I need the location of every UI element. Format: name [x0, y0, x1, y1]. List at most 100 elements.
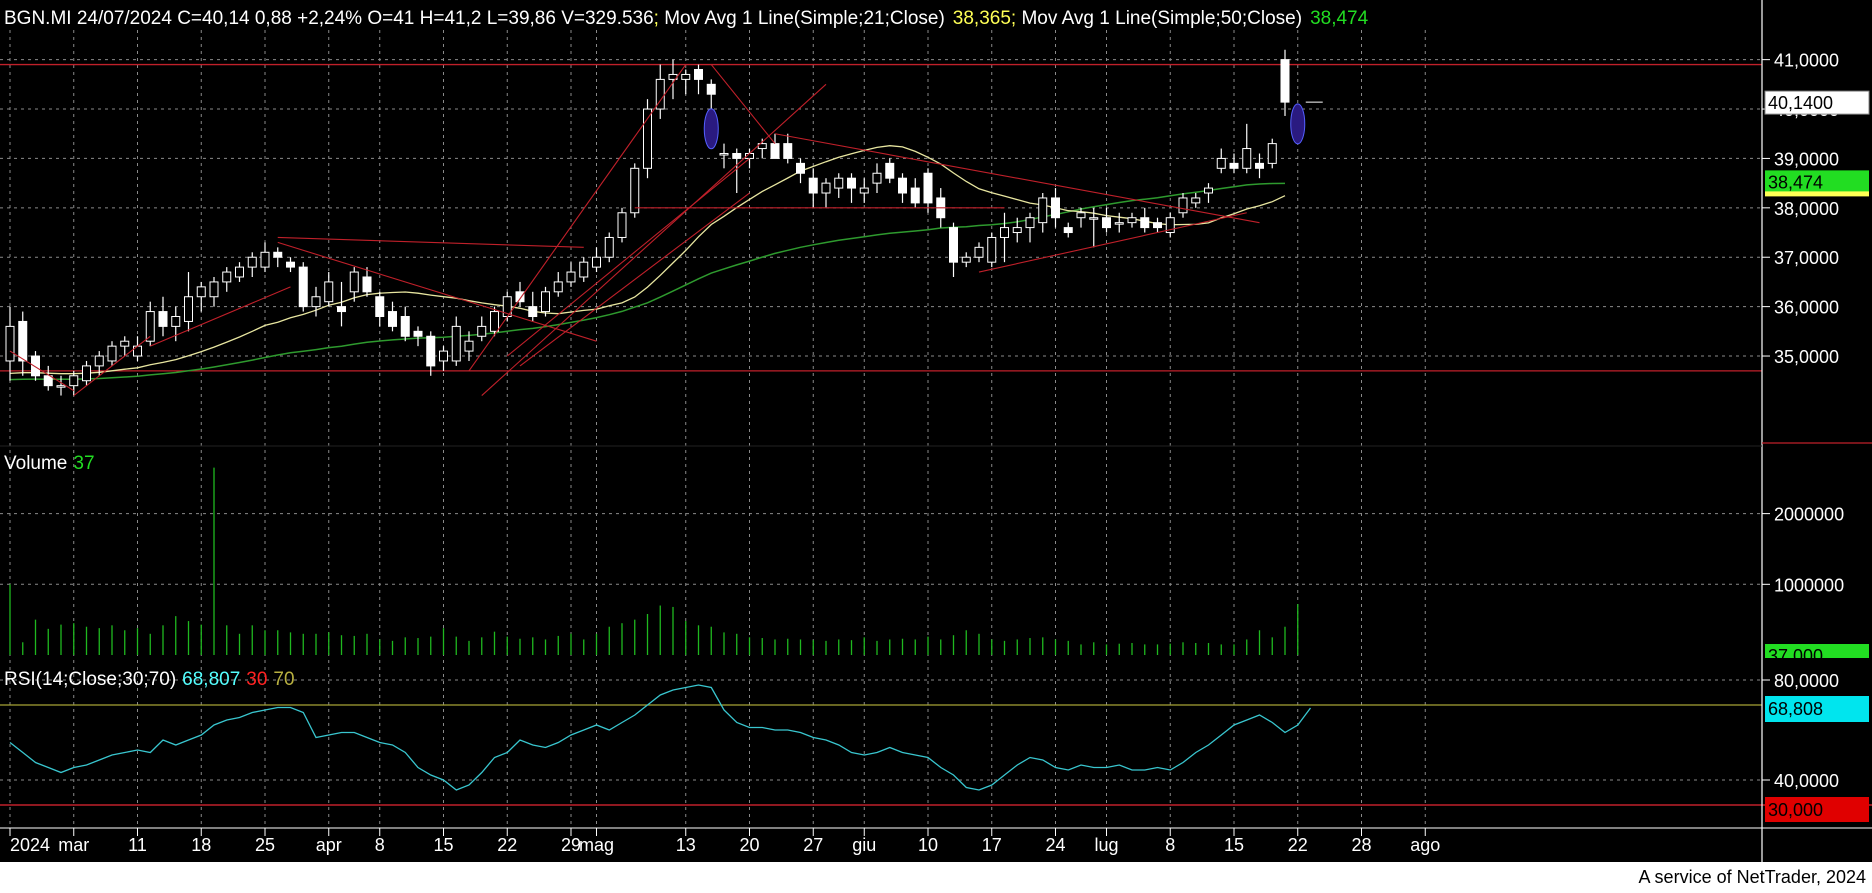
trend-line: [519, 192, 750, 367]
candle-body: [898, 177, 907, 194]
rsi-legend-low: 30: [246, 669, 267, 690]
y-tick-label: 38,0000: [1774, 199, 1839, 219]
candle-body: [834, 177, 844, 189]
candle-body: [949, 227, 958, 263]
candle-body: [337, 306, 346, 313]
header-separator: ;: [654, 8, 659, 29]
candle-body: [1178, 197, 1188, 214]
candle-body: [260, 251, 270, 268]
candle-body: [426, 335, 436, 367]
candle-body: [107, 345, 117, 362]
rsi-tag-label: 68,808: [1768, 699, 1823, 719]
header-separator: ;: [1011, 8, 1016, 29]
ma50-legend-label: Mov Avg 1 Line(Simple;50;Close): [1016, 8, 1302, 29]
trend-line: [9, 350, 75, 392]
x-tick-label: mag: [579, 835, 614, 855]
candle-body: [1216, 157, 1226, 169]
rsi-legend-high: 70: [273, 669, 294, 690]
x-tick-label: 24: [1045, 835, 1065, 855]
candle-body: [1000, 227, 1009, 238]
candle-body: [464, 340, 474, 352]
trend-line: [710, 64, 776, 144]
rsi-legend-label: RSI(14;Close;30;70): [4, 669, 176, 690]
volume-header: Volume 37: [4, 453, 95, 474]
rsi-legend-value: 68,807: [182, 669, 240, 690]
candle-body: [1076, 212, 1086, 219]
candle-body: [388, 311, 397, 327]
candle-body: [617, 212, 627, 238]
candle-body: [413, 330, 423, 337]
candle-body: [808, 177, 818, 194]
candle-body: [719, 152, 729, 156]
signal-marker: [703, 108, 719, 150]
candle-body: [439, 350, 448, 362]
x-tick-label: 22: [1288, 835, 1308, 855]
candle-body: [286, 261, 295, 268]
candle-body: [375, 296, 385, 318]
candle-body: [592, 256, 601, 268]
candle-body: [604, 236, 614, 258]
x-tick-label: 25: [255, 835, 275, 855]
x-tick-label: 15: [1224, 835, 1244, 855]
rsi-band-tag: [1765, 797, 1869, 822]
candle-body: [477, 325, 487, 337]
ma50-tag-label: 38,474: [1768, 172, 1823, 192]
candle-body: [82, 365, 91, 382]
candle-body: [630, 167, 640, 214]
candle-body: [18, 320, 28, 362]
candle-body: [43, 375, 53, 387]
rsi-line: [9, 684, 1312, 791]
candle-body: [1280, 59, 1290, 103]
candle-body: [247, 256, 257, 268]
candle-body: [1191, 197, 1201, 204]
last-price-tag: [1764, 90, 1870, 115]
ma21-tag: [1765, 191, 1869, 197]
candle-body: [961, 256, 971, 263]
candle-body: [235, 266, 244, 278]
candle-body: [974, 246, 984, 258]
last-price-tag-label: 40,1400: [1768, 93, 1833, 113]
rsi-band-tag-label: 30,000: [1768, 800, 1823, 820]
y-tick-label: 1000000: [1774, 575, 1844, 595]
candle-body: [1204, 187, 1213, 194]
candle-body: [1165, 217, 1175, 234]
candle-body: [1114, 222, 1124, 225]
x-tick-label: 11: [128, 835, 147, 855]
x-tick-label: 17: [982, 835, 1002, 855]
x-tick-label: giu: [852, 835, 876, 855]
candle-body: [184, 296, 193, 322]
x-tick-label: 8: [375, 835, 385, 855]
candle-body: [694, 69, 703, 80]
candle-body: [706, 83, 716, 95]
candle-body: [515, 291, 525, 303]
candle-body: [566, 271, 576, 283]
y-tick-label: 80,0000: [1774, 671, 1839, 691]
x-tick-label: apr: [316, 835, 342, 855]
candle-body: [490, 311, 499, 332]
rsi-tag: [1765, 696, 1869, 722]
candle-body: [31, 355, 40, 377]
price-panel: [0, 49, 1762, 396]
candle-body: [311, 296, 321, 308]
candle-body: [1140, 217, 1150, 229]
x-tick-label: lug: [1094, 835, 1118, 855]
candle-body: [324, 281, 334, 303]
candle-body: [847, 177, 856, 189]
candle-body: [171, 316, 181, 327]
grid-layer: [0, 30, 1762, 828]
candle-body: [1012, 227, 1022, 234]
ma21-legend-value: 38,365: [953, 8, 1011, 29]
signal-marker: [1290, 103, 1306, 145]
volume-tag-label: 37.000: [1768, 646, 1823, 666]
candle-body: [349, 271, 359, 293]
volume-legend-value: 37: [73, 453, 94, 474]
trend-line: [774, 133, 1260, 224]
candle-body: [222, 271, 232, 283]
y-tick-label: 40,0000: [1774, 771, 1839, 791]
candle-body: [1025, 217, 1035, 229]
candle-body: [196, 286, 206, 298]
y-tick-label: 37,0000: [1774, 248, 1839, 268]
